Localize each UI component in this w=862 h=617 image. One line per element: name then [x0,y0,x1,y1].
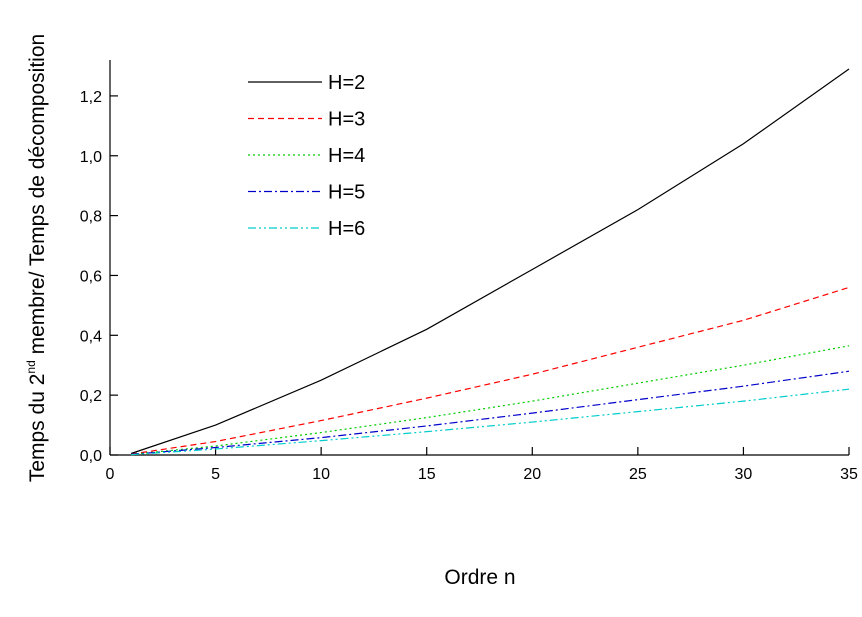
x-tick-label: 10 [312,466,330,483]
x-tick-label: 30 [735,466,753,483]
x-tick-label: 25 [629,466,647,483]
x-tick-label: 5 [211,466,220,483]
legend-label: H=2 [328,72,365,94]
y-tick-label: 0,4 [80,328,102,345]
y-label-main: Temps du 2 [26,374,49,483]
y-label-rest: membre/ Temps de décomposition [26,34,49,360]
y-tick-label: 1,2 [80,89,102,106]
y-label-sup: nd [24,360,38,373]
legend-label: H=6 [328,218,365,240]
series-line [131,370,850,455]
y-tick-label: 0,6 [80,268,102,285]
x-tick-label: 0 [106,466,115,483]
y-tick-label: 0,2 [80,388,102,405]
y-axis-label: Temps du 2nd membre/ Temps de décomposit… [24,34,49,482]
series-line [130,68,850,455]
x-tick-label: 35 [840,466,858,483]
series-line [131,345,850,455]
x-tick-label: 15 [418,466,436,483]
y-tick-label: 0,8 [80,209,102,226]
series-line [131,286,850,455]
x-axis-label: Ordre n [444,566,515,589]
legend-label: H=3 [328,109,365,131]
x-tick-label: 20 [523,466,541,483]
legend-label: H=4 [328,145,365,167]
y-tick-label: 0,0 [80,448,102,465]
legend-label: H=5 [328,182,365,204]
y-tick-label: 1,0 [80,149,102,166]
